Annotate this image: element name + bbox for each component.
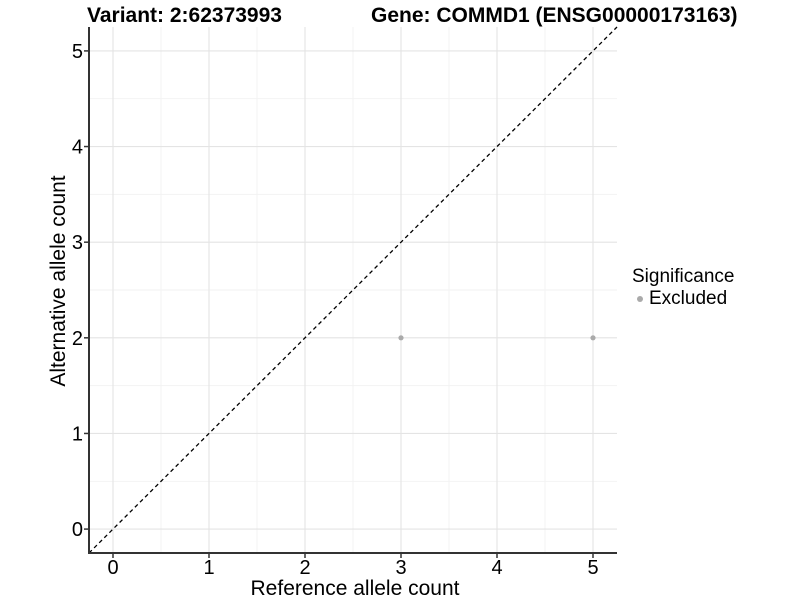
legend-title: Significance bbox=[632, 266, 735, 287]
y-axis-title: Alternative allele count bbox=[47, 175, 70, 387]
data-point bbox=[590, 335, 596, 341]
x-tick-label: 1 bbox=[203, 557, 214, 579]
x-tick-label: 0 bbox=[107, 557, 118, 579]
x-axis-title: Reference allele count bbox=[250, 577, 460, 600]
legend-item-label: Excluded bbox=[649, 288, 728, 309]
legend-item-excluded: Excluded bbox=[632, 288, 734, 310]
x-tick-label: 5 bbox=[587, 557, 598, 579]
plot-title-gene: Gene: COMMD1 (ENSG00000173163) bbox=[371, 4, 738, 27]
data-point bbox=[398, 335, 404, 341]
y-tick-label: 4 bbox=[72, 137, 83, 159]
legend: Significance Excluded bbox=[632, 266, 734, 310]
y-tick-label: 1 bbox=[72, 423, 83, 445]
identity-line bbox=[88, 26, 618, 554]
y-tick-label: 5 bbox=[72, 41, 83, 63]
x-tick-label: 3 bbox=[395, 557, 406, 579]
y-tick-label: 0 bbox=[72, 519, 83, 541]
x-tick-label: 2 bbox=[299, 557, 310, 579]
excluded-point-icon bbox=[637, 296, 643, 302]
x-tick-label: 4 bbox=[491, 557, 502, 579]
plot-title-variant: Variant: 2:62373993 bbox=[87, 4, 282, 27]
y-tick-label: 2 bbox=[72, 328, 83, 350]
y-tick-label: 3 bbox=[72, 232, 83, 254]
